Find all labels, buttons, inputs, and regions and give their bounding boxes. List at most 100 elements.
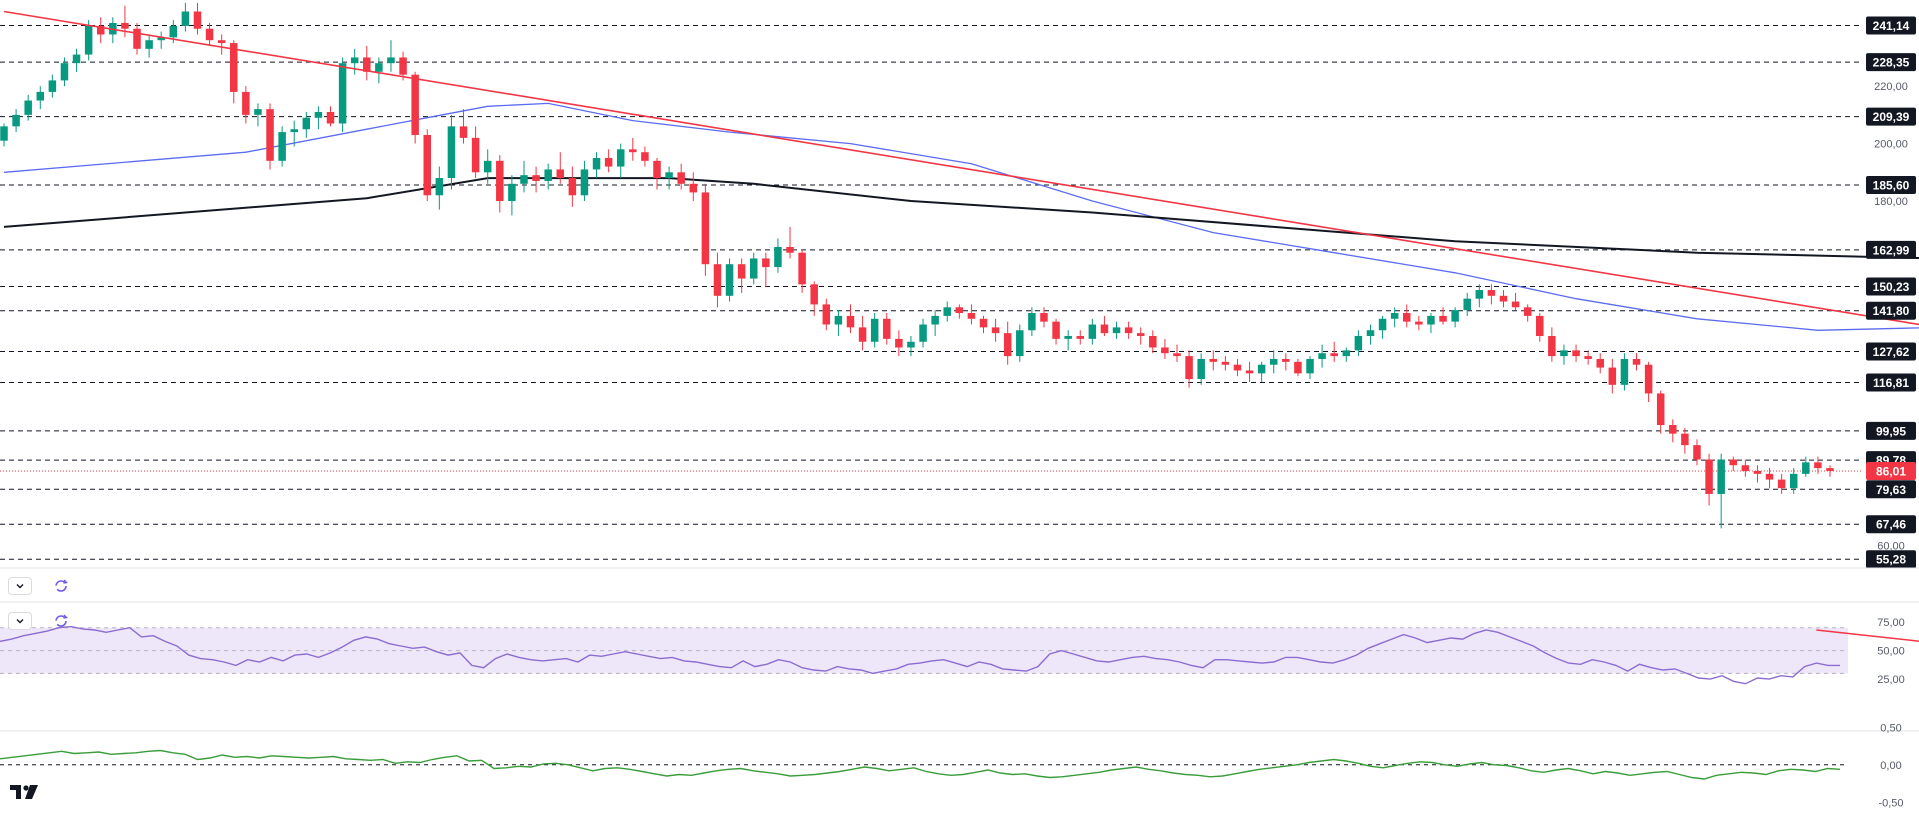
candle-body <box>858 327 867 342</box>
candle-body <box>1306 358 1314 374</box>
candle <box>1802 456 1810 477</box>
candle-body <box>254 109 262 115</box>
candle <box>1620 353 1629 391</box>
candle <box>471 126 480 179</box>
candle-body <box>157 37 165 41</box>
candle <box>592 152 601 179</box>
candle-body <box>556 169 565 179</box>
candle <box>242 86 250 124</box>
rsi-pane: 75,00 50,00 25,00 <box>0 617 1919 686</box>
candle-body <box>1378 318 1387 331</box>
candle <box>568 166 577 207</box>
candle <box>1427 313 1435 334</box>
candle-body <box>737 264 746 279</box>
candle-body <box>230 43 238 92</box>
candle-body <box>60 63 69 81</box>
candle-body <box>1269 358 1278 365</box>
price-pane-moving-averages <box>3 102 1919 331</box>
candle <box>967 304 976 325</box>
candle <box>1257 361 1266 382</box>
candle-body <box>1209 358 1218 362</box>
candle-body <box>314 112 323 118</box>
refresh-button[interactable] <box>52 577 70 595</box>
refresh-button[interactable] <box>52 612 70 630</box>
level-label: 209,39 <box>1873 110 1910 124</box>
candle-body <box>302 117 311 130</box>
tradingview-logo[interactable] <box>8 782 44 802</box>
candle <box>653 157 661 190</box>
oscillator-tick-label: 0,50 <box>1880 722 1901 734</box>
candle-body <box>1354 336 1363 351</box>
candle-body <box>1294 361 1302 374</box>
candle <box>1233 358 1242 377</box>
candle <box>84 20 93 61</box>
candle <box>1632 353 1641 371</box>
candle <box>725 258 734 302</box>
candle-body <box>1717 459 1725 494</box>
candle <box>520 160 528 193</box>
candle-body <box>1040 313 1048 322</box>
candle <box>1282 353 1290 371</box>
candle <box>931 310 939 336</box>
candle-body <box>822 304 831 325</box>
candle <box>580 160 589 202</box>
level-label: 185,60 <box>1873 178 1910 192</box>
candle-body <box>1282 358 1290 362</box>
candle-body <box>653 160 661 179</box>
candle-body <box>1523 307 1532 316</box>
candle-body <box>1088 324 1097 339</box>
candle-body <box>1076 336 1085 339</box>
level-label: 99,95 <box>1876 424 1906 438</box>
candle <box>858 315 867 351</box>
candle <box>1669 419 1677 443</box>
candle <box>907 336 915 357</box>
candle-body <box>290 129 298 133</box>
candle-body <box>217 40 226 44</box>
candle <box>1403 304 1411 328</box>
candle <box>1040 307 1048 328</box>
candle-body <box>762 258 770 268</box>
candle <box>1693 439 1701 466</box>
candle-body <box>725 264 734 296</box>
candle <box>1366 324 1375 345</box>
candle-body <box>1185 356 1193 380</box>
candle <box>508 175 516 216</box>
candle <box>1596 353 1604 374</box>
level-label: 141,80 <box>1873 304 1910 318</box>
candle <box>1064 330 1072 351</box>
collapse-pane-button[interactable] <box>8 577 32 595</box>
candle-body <box>1536 315 1544 336</box>
candle <box>435 166 444 210</box>
collapse-pane-button[interactable] <box>8 612 32 630</box>
candle <box>895 330 903 357</box>
last-price-label: 86,01 <box>1876 464 1906 478</box>
candle-body <box>471 137 480 173</box>
candle-body <box>919 324 927 342</box>
candle-body <box>278 132 286 161</box>
candle <box>762 252 770 288</box>
candle-body <box>931 315 939 325</box>
candle-body <box>1451 310 1459 322</box>
level-label: 67,46 <box>1876 518 1906 532</box>
candle-body <box>1233 364 1242 371</box>
candle-body <box>604 157 613 167</box>
candle <box>1584 350 1592 365</box>
candle <box>24 94 32 121</box>
level-badge <box>1866 480 1916 499</box>
candle-body <box>749 258 758 279</box>
candle-body <box>616 149 625 167</box>
candle <box>798 249 806 293</box>
candle-body <box>508 183 516 202</box>
candle <box>1100 315 1109 336</box>
candle-body <box>496 160 504 202</box>
candle <box>338 57 347 133</box>
candle-body <box>1741 465 1750 471</box>
candle-body <box>979 318 988 328</box>
candle <box>483 149 492 184</box>
candle <box>544 163 552 190</box>
candle <box>1076 330 1085 345</box>
candle-body <box>1705 459 1713 494</box>
candle-body <box>895 338 903 348</box>
candle-body <box>1342 350 1351 357</box>
price-tick-label: 220,00 <box>1874 81 1908 93</box>
